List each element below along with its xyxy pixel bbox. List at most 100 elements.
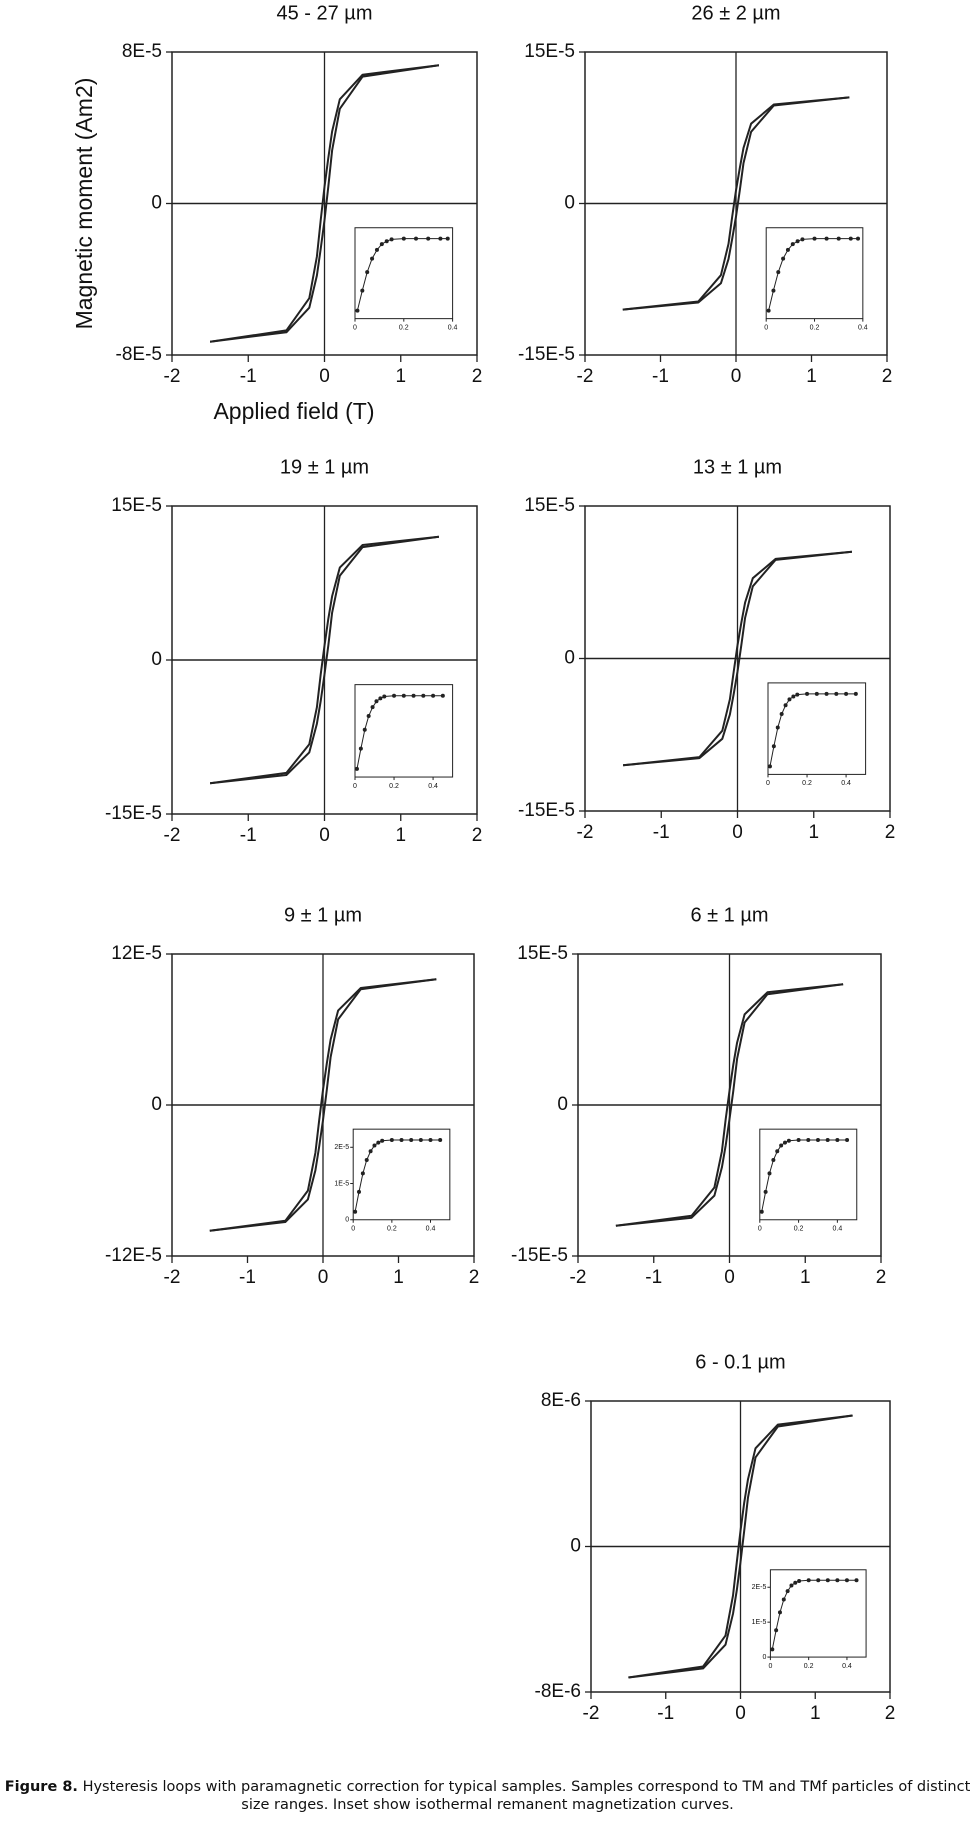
irm-point [781,1597,786,1602]
irm-point [418,1138,423,1143]
inset-y-tick-label: 0 [762,1654,766,1661]
y-tick-label: 8E-5 [122,41,162,62]
x-tick-label: 0 [319,825,330,846]
irm-point [378,696,383,701]
x-tick-label: 1 [808,822,819,843]
x-tick-label: 1 [393,1267,404,1288]
irm-point [848,236,853,241]
y-tick-label: -15E-5 [518,344,575,365]
x-tick-label: 2 [469,1267,480,1288]
inset-frame [352,1128,451,1221]
irm-point [766,308,771,313]
irm-point [376,1140,381,1145]
x-tick-label: -1 [653,822,670,843]
irm-point [844,1578,849,1583]
loop-branch [615,983,844,1227]
irm-point [795,692,800,697]
irm-point [856,236,861,241]
irm-point [374,247,379,252]
x-tick-label: -1 [239,1267,256,1288]
irm-point [392,693,397,698]
irm-point [790,242,795,247]
x-tick-label: -2 [577,822,594,843]
x-tick-label: 2 [882,366,893,387]
irm-point [806,1138,811,1143]
y-axis-label: Magnetic moment (Am2) [71,78,97,330]
inset-y-tick-label: 0 [345,1217,349,1224]
irm-point [355,308,360,313]
irm-point [414,236,418,241]
irm-point [445,236,450,241]
inset-x-tick-label: 0 [768,1663,772,1670]
irm-point [771,744,776,749]
irm-point [853,691,858,696]
x-tick-label: -2 [164,825,181,846]
y-tick-label: -15E-5 [105,803,162,824]
irm-point [399,1138,404,1143]
inset-x-tick-label: 0.2 [399,324,409,331]
y-tick-label: -8E-6 [535,1681,581,1702]
irm-point [401,236,406,241]
x-tick-label: -2 [583,1703,600,1724]
irm-point [786,1138,791,1143]
chart-title: 13 ± 1 µm [693,456,782,478]
x-tick-label: 1 [395,825,406,846]
caption-label: Figure 8. [4,1779,78,1795]
irm-point [815,1138,820,1143]
x-tick-label: 0 [731,366,742,387]
x-tick-label: 2 [472,366,483,387]
inset-x-tick-label: 0.4 [841,780,851,787]
y-tick-label: 0 [557,1094,568,1115]
inset-x-tick-label: 0 [353,324,357,331]
irm-point [370,256,375,261]
irm-point [431,693,436,698]
loop-branch [209,978,437,1232]
irm-point [783,1140,788,1145]
irm-point [795,239,800,244]
irm-point [384,239,389,244]
irm-point [816,1578,821,1583]
loop-branch [622,96,850,311]
x-tick-label: -2 [577,366,594,387]
caption: Figure 8. Hysteresis loops with paramagn… [0,1778,975,1814]
irm-point [785,1589,790,1594]
inset-x-tick-label: 0.2 [794,1226,804,1233]
loop-branch [622,550,852,767]
irm-point [370,705,375,710]
inset-x-tick-label: 0 [766,780,770,787]
irm-point [358,746,363,751]
irm-point [806,1578,811,1583]
x-tick-label: -2 [164,1267,181,1288]
loop-branch [209,978,437,1232]
irm-point [776,270,781,275]
y-tick-label: -8E-5 [116,344,162,365]
irm-point [797,1578,802,1583]
chart-title: 45 - 27 µm [276,2,372,24]
irm-point [374,699,379,704]
y-tick-label: 8E-6 [541,1390,581,1411]
irm-point [805,691,810,696]
loop-branch [623,550,853,767]
loop-branch [209,535,440,785]
irm-point [763,1189,768,1194]
irm-point [372,1143,377,1148]
irm-point [360,1171,365,1176]
inset-x-tick-label: 0.2 [810,324,820,331]
inset-frame [759,1128,858,1221]
y-tick-label: -15E-5 [518,800,575,821]
irm-point [836,236,841,241]
x-tick-label: 2 [885,822,896,843]
x-tick-label: 2 [885,1703,896,1724]
inset-x-tick-label: 0.4 [428,783,438,790]
irm-point [785,247,790,252]
irm-point [360,288,365,293]
x-tick-label: 0 [318,1267,329,1288]
inset-x-tick-label: 0 [351,1226,355,1233]
x-tick-label: -1 [240,825,257,846]
caption-text: Hysteresis loops with paramagnetic corre… [82,1779,971,1813]
irm-point [362,727,367,732]
irm-point [834,691,839,696]
x-tick-label: -2 [164,366,181,387]
y-tick-label: 15E-5 [517,943,568,964]
